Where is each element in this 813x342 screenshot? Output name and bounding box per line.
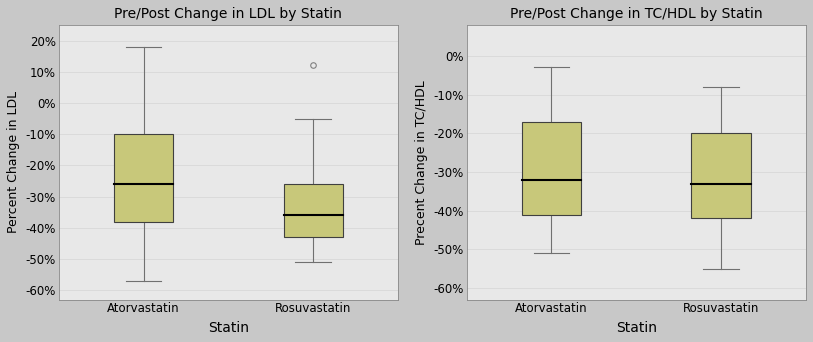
Bar [284,184,343,237]
Y-axis label: Precent Change in TC/HDL: Precent Change in TC/HDL [415,80,428,245]
Bar [692,133,751,219]
Y-axis label: Percent Change in LDL: Percent Change in LDL [7,91,20,233]
Bar [522,122,581,214]
X-axis label: Statin: Statin [208,321,249,335]
Title: Pre/Post Change in LDL by Statin: Pre/Post Change in LDL by Statin [115,7,342,21]
Bar [114,134,173,222]
Title: Pre/Post Change in TC/HDL by Statin: Pre/Post Change in TC/HDL by Statin [510,7,763,21]
X-axis label: Statin: Statin [615,321,657,335]
